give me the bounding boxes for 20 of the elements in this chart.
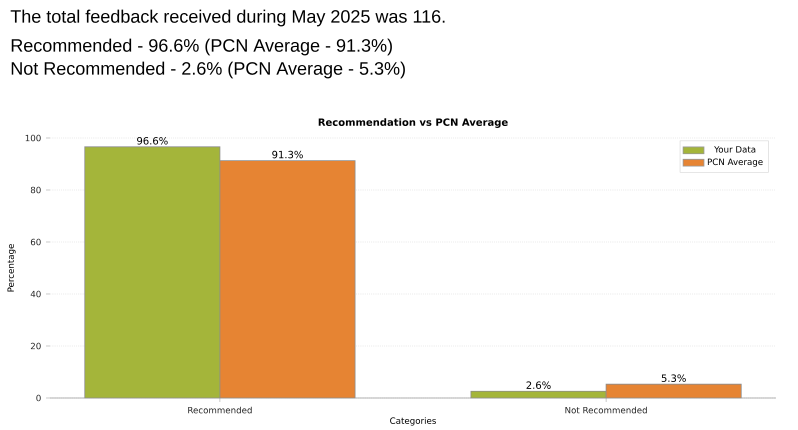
data-label: 5.3% bbox=[662, 374, 686, 382]
text: The total feedback received during May 2025 was 116. bbox=[10, 10, 444, 26]
y-tick-label: 100 bbox=[26, 134, 41, 142]
y-tick-label: 80 bbox=[30, 186, 41, 194]
text: Not Recommended - 2.6% (PCN Average - 5.3%) bbox=[12, 62, 405, 78]
y-tick-label: 60 bbox=[30, 238, 41, 246]
y-tick-label: 40 bbox=[30, 290, 41, 298]
data-label: 2.6% bbox=[526, 381, 551, 389]
y-tick-label: 0 bbox=[36, 394, 41, 402]
y-tick-label: 20 bbox=[30, 342, 41, 350]
legend-label: Your Data bbox=[714, 146, 756, 153]
x-tick-label: Not Recommended bbox=[565, 406, 647, 414]
data-label: 96.6% bbox=[137, 136, 168, 145]
x-tick-label: Recommended bbox=[188, 406, 252, 414]
x-axis-title: Categories bbox=[390, 417, 436, 426]
chart-title: Recommendation vs PCN Average bbox=[318, 118, 508, 128]
data-label: 91.3% bbox=[272, 150, 303, 158]
legend-label: PCN Average bbox=[708, 158, 763, 167]
y-axis-title: Percentage bbox=[7, 244, 16, 292]
text: Recommended - 96.6% (PCN Average - 91.3%) bbox=[12, 38, 392, 56]
